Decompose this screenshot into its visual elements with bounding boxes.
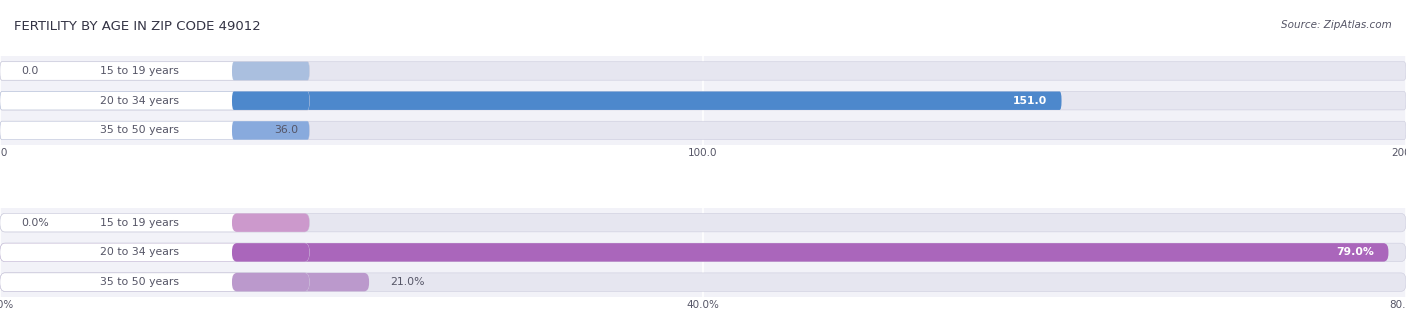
FancyBboxPatch shape [0,121,309,140]
FancyBboxPatch shape [0,91,1062,110]
Text: 21.0%: 21.0% [389,277,425,287]
FancyBboxPatch shape [0,121,1406,140]
FancyBboxPatch shape [232,214,309,232]
FancyBboxPatch shape [0,121,253,140]
FancyBboxPatch shape [0,273,1406,291]
Text: 35 to 50 years: 35 to 50 years [100,125,179,135]
FancyBboxPatch shape [0,273,368,291]
FancyBboxPatch shape [0,62,309,80]
FancyBboxPatch shape [0,243,1389,262]
FancyBboxPatch shape [0,243,309,262]
FancyBboxPatch shape [0,243,1406,262]
Text: FERTILITY BY AGE IN ZIP CODE 49012: FERTILITY BY AGE IN ZIP CODE 49012 [14,20,260,33]
FancyBboxPatch shape [232,62,309,80]
FancyBboxPatch shape [232,243,309,262]
FancyBboxPatch shape [0,62,309,80]
Text: 0.0: 0.0 [21,66,38,76]
FancyBboxPatch shape [232,121,309,140]
FancyBboxPatch shape [0,91,309,110]
FancyBboxPatch shape [0,214,309,232]
Text: 0.0%: 0.0% [21,218,49,228]
Text: 20 to 34 years: 20 to 34 years [100,248,179,257]
Text: 35 to 50 years: 35 to 50 years [100,277,179,287]
Text: 20 to 34 years: 20 to 34 years [100,96,179,106]
Text: 15 to 19 years: 15 to 19 years [100,218,179,228]
Text: 151.0: 151.0 [1014,96,1047,106]
FancyBboxPatch shape [232,273,309,291]
FancyBboxPatch shape [0,273,309,291]
Text: 36.0: 36.0 [274,125,298,135]
Text: 15 to 19 years: 15 to 19 years [100,66,179,76]
FancyBboxPatch shape [0,243,309,262]
FancyBboxPatch shape [0,214,1406,232]
Text: Source: ZipAtlas.com: Source: ZipAtlas.com [1281,20,1392,30]
FancyBboxPatch shape [0,214,309,232]
Text: 79.0%: 79.0% [1337,248,1375,257]
FancyBboxPatch shape [232,91,309,110]
FancyBboxPatch shape [0,121,309,140]
FancyBboxPatch shape [0,91,309,110]
FancyBboxPatch shape [0,91,1406,110]
FancyBboxPatch shape [0,62,1406,80]
FancyBboxPatch shape [0,273,309,291]
